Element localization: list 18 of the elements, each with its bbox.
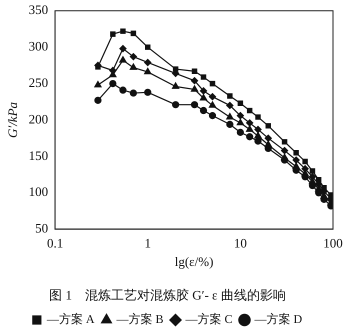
- y-tick-label: 350: [28, 2, 48, 18]
- legend-label: —方案 A: [46, 312, 95, 326]
- text: 图 1 混炼工艺对混炼胶 G′- ε 曲线的影响: [49, 288, 286, 303]
- y-tick-label: 250: [28, 75, 48, 90]
- legend-label: —方案 C: [184, 312, 233, 326]
- x-tick-label: 0.1: [46, 235, 64, 250]
- y-tick-label: 150: [28, 148, 48, 163]
- y-tick-label: 50: [35, 220, 48, 236]
- legend-label: —方案 D: [254, 312, 303, 326]
- y-tick-label: 300: [28, 38, 48, 54]
- x-axis-title: lg(ε/%): [174, 254, 214, 270]
- x-tick-label: 10: [234, 235, 247, 250]
- legend-label: —方案 B: [115, 312, 164, 326]
- y-tick-label: 100: [28, 184, 48, 200]
- y-axis-title: G′/kPa: [5, 101, 20, 138]
- x-tick-label: 1: [144, 235, 151, 250]
- y-tick-label: 200: [28, 111, 48, 126]
- x-tick-label: 100: [323, 235, 343, 250]
